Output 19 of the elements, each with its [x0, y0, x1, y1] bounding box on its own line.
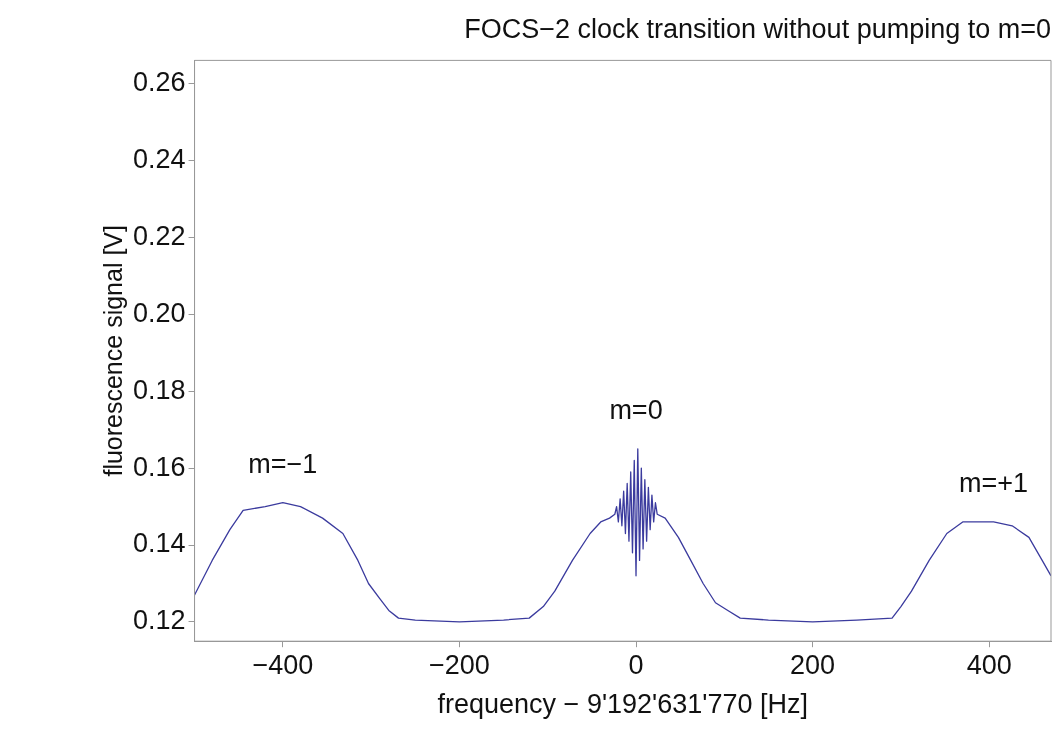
y-tick-label: 0.12 [132, 605, 186, 636]
y-tick-label: 0.26 [132, 66, 186, 97]
y-tick-label: 0.20 [132, 297, 186, 328]
x-tick-label: −200 [429, 649, 490, 680]
x-tick-label: 400 [966, 649, 1012, 680]
y-axis-title: fluorescence signal [V] [98, 225, 127, 477]
x-tick-label: 0 [628, 649, 644, 680]
y-tick-label: 0.16 [132, 451, 186, 482]
y-tick-label: 0.14 [132, 528, 186, 559]
y-tick-label: 0.18 [132, 374, 186, 405]
x-axis-title: frequency − 9'192'631'770 [Hz] [437, 689, 809, 720]
annotation: m=0 [609, 394, 663, 425]
chart-title: FOCS−2 clock transition without pumping to m=0 [464, 13, 1051, 44]
x-tick-label: −400 [252, 649, 314, 680]
y-tick-label: 0.22 [132, 220, 186, 251]
annotation: m=+1 [959, 467, 1029, 498]
annotation: m=−1 [248, 448, 318, 479]
x-tick-label: 200 [790, 649, 836, 680]
y-tick-label: 0.24 [132, 143, 186, 174]
